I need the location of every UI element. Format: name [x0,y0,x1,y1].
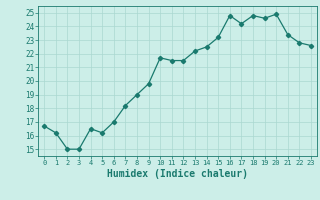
X-axis label: Humidex (Indice chaleur): Humidex (Indice chaleur) [107,169,248,179]
